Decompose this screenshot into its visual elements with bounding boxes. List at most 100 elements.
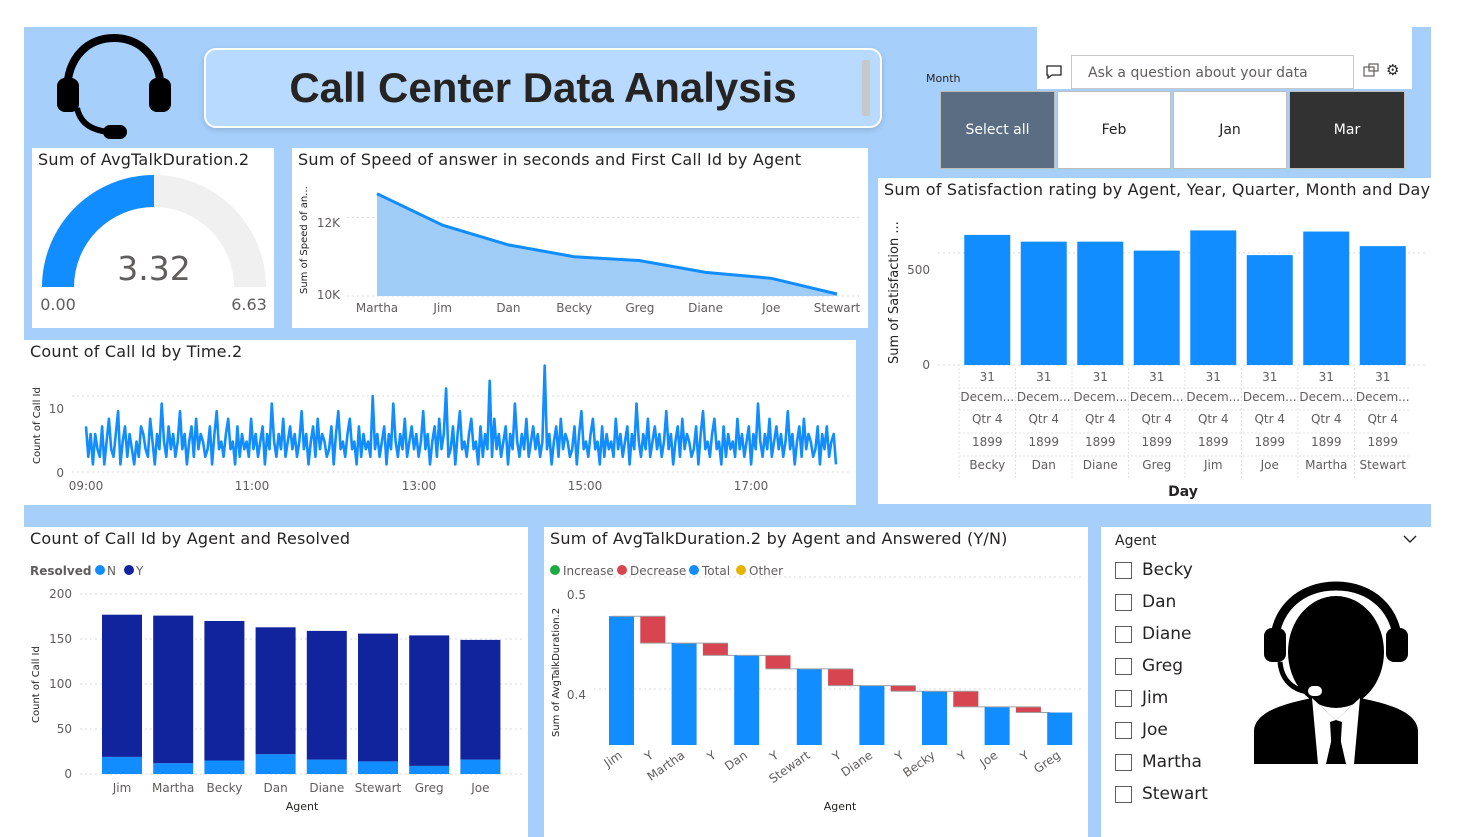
chevron-down-icon[interactable] bbox=[1403, 534, 1417, 544]
satisfaction-xtick: 1899 bbox=[972, 435, 1003, 449]
agent-checkbox[interactable] bbox=[1115, 721, 1132, 739]
resolved-bar-n bbox=[460, 759, 501, 774]
bottom-right-background bbox=[1088, 520, 1101, 837]
satisfaction-xtick: Decem... bbox=[1073, 390, 1127, 404]
satisfaction-xtick: Stewart bbox=[1359, 458, 1406, 472]
resolved-bar-n bbox=[358, 761, 398, 774]
resolved-visual[interactable]: Count of Call Id by Agent and Resolved R… bbox=[24, 527, 528, 837]
speed-xtick: Dan bbox=[496, 301, 520, 315]
satisfaction-xtick: Decem... bbox=[1130, 390, 1184, 404]
wf-ytick: 0.5 bbox=[567, 588, 586, 602]
waterfall-decrease-bar bbox=[890, 685, 916, 692]
calls-by-time-plot: Count of Call Id 10 0 09:00 11:00 13:00 … bbox=[32, 364, 849, 493]
headset-icon bbox=[57, 34, 171, 139]
qa-input[interactable]: Ask a question about your data bbox=[1071, 55, 1354, 89]
res-ytick: 150 bbox=[49, 632, 72, 646]
legend-label-other: Other bbox=[749, 564, 783, 578]
satisfaction-xtick: 1899 bbox=[1085, 435, 1116, 449]
legend-label-increase: Increase bbox=[563, 564, 614, 578]
satisfaction-xtick: 1899 bbox=[1141, 435, 1172, 449]
title-banner bbox=[204, 48, 882, 128]
speed-xtick: Martha bbox=[356, 301, 398, 315]
agent-option-martha[interactable]: Martha bbox=[1115, 750, 1202, 774]
waterfall-total-bar bbox=[859, 685, 885, 745]
gauge-title: Sum of AvgTalkDuration.2 bbox=[38, 150, 250, 169]
satisfaction-bar bbox=[1246, 255, 1293, 365]
satisfaction-xtick: Joe bbox=[1260, 458, 1279, 472]
agent-option-becky[interactable]: Becky bbox=[1115, 558, 1193, 582]
calls-by-time-visual[interactable]: Count of Call Id by Time.2 Count of Call… bbox=[24, 340, 856, 505]
speed-xtick: Greg bbox=[625, 301, 654, 315]
agent-checkbox[interactable] bbox=[1115, 593, 1132, 611]
res-xtick: Diane bbox=[309, 781, 344, 795]
agent-option-joe[interactable]: Joe bbox=[1115, 718, 1168, 742]
legend-dot-increase bbox=[550, 565, 560, 575]
wf-x-axis-title: Agent bbox=[824, 800, 857, 813]
agent-option-dan[interactable]: Dan bbox=[1115, 590, 1176, 614]
satisfaction-xtick: 31 bbox=[1375, 370, 1390, 384]
resolved-bar-y bbox=[358, 633, 398, 762]
satisfaction-xtick: Qtr 4 bbox=[1367, 412, 1398, 426]
comment-icon[interactable] bbox=[1045, 64, 1063, 80]
sat-ytick: 0 bbox=[922, 358, 930, 372]
satisfaction-xtick: Martha bbox=[1305, 458, 1347, 472]
waterfall-total-bar bbox=[734, 655, 760, 745]
satisfaction-bar bbox=[964, 234, 1011, 365]
waterfall-decrease-bar bbox=[828, 668, 854, 686]
res-ytick: 0 bbox=[64, 767, 72, 781]
month-option-feb[interactable]: Feb bbox=[1057, 91, 1171, 169]
gauge-svg: 3.32 0.00 6.63 bbox=[40, 175, 267, 314]
satisfaction-xtick: 31 bbox=[1149, 370, 1164, 384]
satisfaction-xtick: 1899 bbox=[1028, 435, 1059, 449]
speed-y-axis-title: Sum of Speed of an... bbox=[299, 186, 310, 294]
gear-icon[interactable]: ⚙ bbox=[1386, 61, 1400, 79]
agent-checkbox[interactable] bbox=[1115, 753, 1132, 771]
resolved-bar-n bbox=[204, 760, 245, 774]
agent-option-diane[interactable]: Diane bbox=[1115, 622, 1191, 646]
agent-checkbox[interactable] bbox=[1115, 689, 1132, 707]
agent-option-greg[interactable]: Greg bbox=[1115, 654, 1183, 678]
agent-checkbox[interactable] bbox=[1115, 561, 1132, 579]
month-option-select-all[interactable]: Select all bbox=[940, 91, 1055, 169]
gauge-visual[interactable]: Sum of AvgTalkDuration.2 3.32 0.00 6.63 bbox=[32, 148, 274, 328]
legend-dot-decrease bbox=[617, 565, 627, 575]
satisfaction-xtick: Decem... bbox=[1186, 390, 1240, 404]
speed-answer-visual[interactable]: Sum of Speed of answer in seconds and Fi… bbox=[292, 148, 868, 328]
agent-checkbox[interactable] bbox=[1115, 785, 1132, 803]
wf-y-axis-title: Sum of AvgTalkDuration.2 bbox=[551, 608, 562, 737]
speed-answer-title: Sum of Speed of answer in seconds and Fi… bbox=[298, 150, 802, 169]
month-option-label: Select all bbox=[965, 122, 1030, 138]
wf-ytick: 0.4 bbox=[567, 688, 586, 702]
month-option-jan[interactable]: Jan bbox=[1173, 91, 1287, 169]
satisfaction-xtick: Decem... bbox=[1299, 390, 1353, 404]
agent-option-label: Dan bbox=[1142, 592, 1177, 612]
agent-checkbox[interactable] bbox=[1115, 625, 1132, 643]
time-xtick: 17:00 bbox=[734, 479, 769, 493]
copy-visual-icon[interactable] bbox=[1362, 62, 1380, 78]
agent-option-label: Joe bbox=[1142, 720, 1168, 740]
wf-xtick: Diane bbox=[838, 748, 875, 779]
speed-ytick: 12K bbox=[317, 216, 341, 230]
waterfall-visual[interactable]: Sum of AvgTalkDuration.2 by Agent and An… bbox=[544, 527, 1088, 837]
agent-option-jim[interactable]: Jim bbox=[1115, 686, 1168, 710]
title-scroll-thumb[interactable] bbox=[862, 60, 870, 116]
sat-y-axis-title: Sum of Satisfaction ... bbox=[887, 221, 902, 364]
month-option-mar[interactable]: Mar bbox=[1289, 91, 1405, 169]
month-slicer-label: Month bbox=[926, 72, 961, 85]
satisfaction-xtick: Qtr 4 bbox=[1028, 412, 1059, 426]
speed-xtick: Joe bbox=[761, 301, 780, 315]
sat-x-axis-title: Day bbox=[1168, 484, 1198, 500]
calls-by-time-title: Count of Call Id by Time.2 bbox=[30, 342, 243, 361]
satisfaction-xtick: Diane bbox=[1083, 458, 1118, 472]
month-option-label: Mar bbox=[1333, 122, 1361, 138]
satisfaction-visual[interactable]: Sum of Satisfaction rating by Agent, Yea… bbox=[878, 178, 1431, 504]
agent-option-label: Diane bbox=[1142, 624, 1192, 644]
agent-checkbox[interactable] bbox=[1115, 657, 1132, 675]
satisfaction-xtick: 31 bbox=[1319, 370, 1334, 384]
waterfall-plot: Increase Decrease Total Other Sum of Avg… bbox=[550, 564, 1084, 813]
waterfall-total-bar bbox=[922, 691, 947, 745]
time-series-line bbox=[84, 364, 838, 466]
agent-option-stewart[interactable]: Stewart bbox=[1115, 782, 1208, 806]
waterfall-decrease-bar bbox=[953, 691, 979, 707]
time-xtick: 15:00 bbox=[568, 479, 603, 493]
